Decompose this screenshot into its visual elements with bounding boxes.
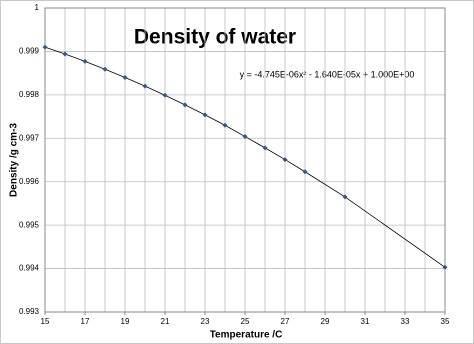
data-point — [62, 51, 68, 57]
data-point — [182, 102, 188, 108]
data-point — [222, 122, 228, 128]
x-tick-label: 19 — [121, 317, 130, 326]
data-point — [302, 169, 308, 175]
x-tick-label: 29 — [321, 317, 330, 326]
y-tick-label: 0.995 — [19, 220, 40, 229]
x-tick-label: 35 — [441, 317, 450, 326]
x-tick-label: 31 — [361, 317, 370, 326]
x-tick-label: 15 — [41, 317, 50, 326]
data-point — [122, 74, 128, 80]
y-tick-label: 1 — [35, 3, 40, 12]
y-tick-label: 0.997 — [19, 133, 40, 142]
x-tick-label: 17 — [81, 317, 90, 326]
plot-frame — [44, 7, 446, 313]
y-axis-label: Density /g cm-3 — [9, 123, 20, 197]
x-tick-label: 23 — [201, 317, 210, 326]
y-tick-label: 0.994 — [19, 264, 40, 273]
data-point — [342, 194, 348, 200]
data-point — [242, 134, 248, 140]
equation: y = -4.745E-06x² - 1.640E-05x + 1.000E+0… — [240, 69, 415, 79]
y-tick-label: 0.998 — [19, 90, 40, 99]
x-tick-label: 21 — [161, 317, 170, 326]
data-point — [262, 145, 268, 151]
data-point — [282, 157, 288, 163]
data-point — [82, 58, 88, 64]
data-point — [202, 112, 208, 118]
chart-title: Density of water — [134, 26, 296, 49]
data-point — [142, 83, 148, 89]
y-tick-label: 0.996 — [19, 177, 40, 186]
trendline — [44, 46, 446, 268]
y-tick-label: 0.999 — [19, 47, 40, 56]
data-point — [442, 264, 448, 270]
x-tick-label: 27 — [281, 317, 290, 326]
x-axis-label: Temperature /C — [210, 330, 283, 341]
y-tick-label: 0.993 — [19, 307, 40, 316]
data-point — [162, 92, 168, 98]
x-tick-label: 25 — [241, 317, 250, 326]
x-tick-label: 33 — [401, 317, 410, 326]
data-point — [42, 44, 48, 50]
data-point — [102, 66, 108, 72]
